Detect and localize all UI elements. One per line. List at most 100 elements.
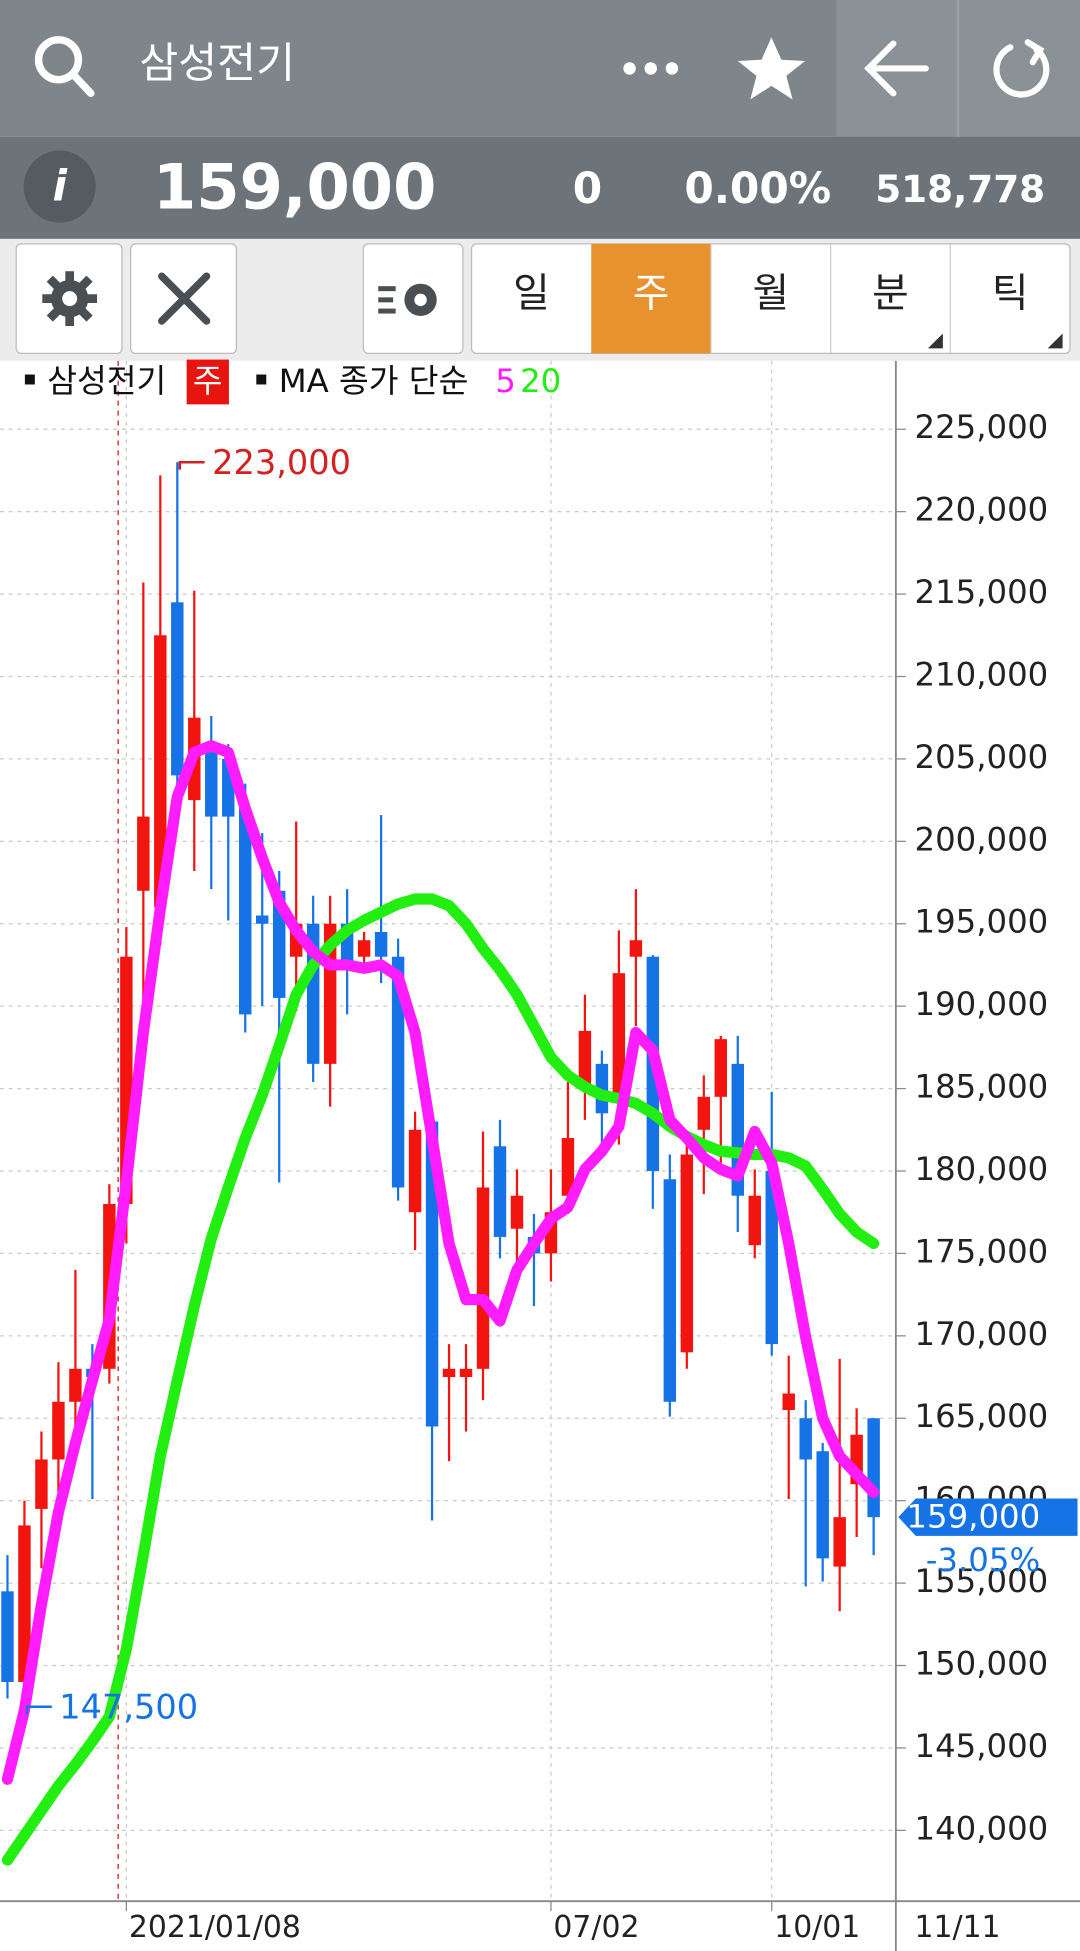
- info-button[interactable]: [23, 150, 96, 223]
- candle-body: [1, 1591, 14, 1682]
- annotation-label: 223,000: [212, 443, 351, 482]
- legend-entry: 5: [495, 362, 516, 400]
- annotation-arrow: [178, 460, 205, 470]
- legend-period-box: [186, 359, 229, 405]
- candle-body: [714, 1039, 728, 1097]
- y-tick-label: 155,000: [915, 1562, 1049, 1600]
- price: 159,000: [153, 151, 436, 224]
- candle-body: [612, 973, 626, 1097]
- candle-body: [867, 1418, 880, 1518]
- candle-body: [799, 1418, 812, 1460]
- candle-body: [357, 940, 371, 957]
- app-title: 삼성전기: [139, 38, 295, 87]
- candle-body: [35, 1459, 48, 1509]
- x-tick-label: 10/01: [774, 1910, 860, 1945]
- legend-entry: 20: [520, 362, 561, 400]
- x-tick-label: 11/11: [915, 1910, 1001, 1945]
- candle-body: [493, 1146, 507, 1237]
- candle-body: [425, 1121, 439, 1427]
- y-tick-label: 210,000: [915, 655, 1049, 693]
- y-tick-label: 145,000: [915, 1727, 1049, 1765]
- more-icon[interactable]: [623, 62, 679, 75]
- y-tick-label: 150,000: [915, 1645, 1049, 1683]
- candle-body: [408, 1129, 422, 1213]
- y-tick-label: 225,000: [915, 408, 1049, 446]
- ma-lines: [1, 740, 880, 1866]
- candle-body: [833, 1517, 846, 1567]
- tab-corner: [927, 333, 943, 349]
- y-tick-label: 175,000: [915, 1232, 1049, 1270]
- candle-body: [69, 1368, 82, 1402]
- candle-body: [680, 1154, 694, 1353]
- candle-body: [697, 1096, 711, 1130]
- axes: 140,000145,000150,000155,000160,000165,0…: [125, 408, 1049, 1945]
- annotation-label: 147,500: [59, 1688, 198, 1727]
- favorite-icon[interactable]: [737, 37, 806, 100]
- period-tab[interactable]: 분: [872, 271, 909, 317]
- ma-line: [1, 740, 880, 1785]
- change: 0: [573, 164, 602, 213]
- legend-period: 주: [193, 362, 223, 400]
- legend-ma-label: MA 종가 단순: [279, 362, 469, 400]
- candle-body: [171, 602, 184, 776]
- tab-corner: [1047, 333, 1063, 349]
- legend-marker: [256, 374, 267, 385]
- x-tick-label: 2021/01/08: [129, 1910, 301, 1945]
- candle-body: [782, 1393, 795, 1411]
- candle-body: [442, 1368, 456, 1378]
- period-tab[interactable]: 주: [633, 271, 670, 317]
- y-tick-label: 205,000: [915, 738, 1049, 776]
- last-price-label: 159,000: [906, 1497, 1040, 1535]
- tools-icon: [158, 272, 211, 325]
- annotations: 223,000 147,500 159,000 -3.05%: [25, 443, 1078, 1727]
- candle-body: [137, 816, 150, 891]
- y-tick-label: 195,000: [915, 903, 1049, 941]
- legend-marker: [24, 374, 35, 385]
- candle-body: [663, 1179, 677, 1402]
- gear-icon: [42, 271, 98, 326]
- candle-body: [629, 940, 643, 957]
- y-tick-label: 165,000: [915, 1397, 1049, 1435]
- period-tab[interactable]: 월: [752, 271, 789, 317]
- ma-line: [1, 893, 880, 1866]
- candle-body: [765, 1171, 778, 1345]
- y-tick-label: 220,000: [915, 491, 1049, 529]
- y-tick-label: 200,000: [915, 820, 1049, 858]
- y-tick-label: 140,000: [915, 1809, 1049, 1847]
- candle-body: [205, 742, 218, 817]
- refresh-icon[interactable]: [993, 39, 1050, 98]
- x-tick-label: 07/02: [553, 1910, 639, 1945]
- y-tick-label: 190,000: [915, 985, 1049, 1023]
- back-icon[interactable]: [864, 40, 929, 97]
- period-tab[interactable]: 틱: [992, 271, 1029, 317]
- y-tick-label: 185,000: [915, 1068, 1049, 1106]
- volume: 518,778: [875, 167, 1045, 211]
- quote-bar: [0, 136, 1080, 239]
- candle-body: [391, 956, 405, 1188]
- candle-body: [816, 1451, 829, 1559]
- candle-body: [52, 1401, 65, 1460]
- legend-symbol: 삼성전기: [47, 362, 166, 400]
- candle-body: [510, 1195, 524, 1229]
- candle-body: [561, 1138, 575, 1196]
- info-icon: i: [52, 162, 67, 211]
- candle-body: [239, 808, 252, 1015]
- candle-body: [256, 915, 269, 924]
- candle-body: [578, 1030, 592, 1089]
- y-tick-label: 170,000: [915, 1315, 1049, 1353]
- annotation-arrow: [25, 1705, 52, 1715]
- last-price-change: -3.05%: [926, 1541, 1040, 1579]
- candle-body: [748, 1195, 761, 1246]
- candle-body: [154, 635, 167, 908]
- search-icon[interactable]: [34, 36, 95, 98]
- candle-body: [374, 931, 388, 957]
- candle-body: [476, 1187, 490, 1369]
- change-pct: 0.00%: [684, 164, 831, 213]
- y-tick-label: 215,000: [915, 573, 1049, 611]
- period-tab[interactable]: 일: [513, 271, 550, 317]
- last-price-tag: [898, 1498, 1078, 1536]
- candle-body: [459, 1368, 473, 1378]
